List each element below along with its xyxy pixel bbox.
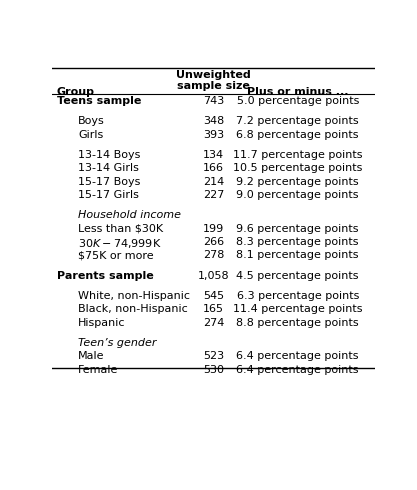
Text: 523: 523 [203,351,224,361]
Text: 274: 274 [203,318,224,328]
Text: Girls: Girls [78,130,103,140]
Text: Teen’s gender: Teen’s gender [78,338,156,348]
Text: Less than $30K: Less than $30K [78,223,163,234]
Text: Unweighted
sample size: Unweighted sample size [176,70,251,91]
Text: 6.8 percentage points: 6.8 percentage points [236,130,359,140]
Text: 166: 166 [203,163,224,173]
Text: 530: 530 [203,365,224,374]
Text: 199: 199 [203,223,224,234]
Text: 5.0 percentage points: 5.0 percentage points [236,96,359,106]
Text: 15-17 Boys: 15-17 Boys [78,177,141,187]
Text: 214: 214 [203,177,224,187]
Text: Female: Female [78,365,118,374]
Text: 393: 393 [203,130,224,140]
Text: 8.1 percentage points: 8.1 percentage points [236,250,359,261]
Text: Group: Group [57,87,95,97]
Text: 11.4 percentage points: 11.4 percentage points [233,304,362,314]
Text: Parents sample: Parents sample [57,270,154,281]
Text: 8.3 percentage points: 8.3 percentage points [236,237,359,247]
Text: Teens sample: Teens sample [57,96,141,106]
Text: $30K-$74,999K: $30K-$74,999K [78,237,161,250]
Text: 6.3 percentage points: 6.3 percentage points [236,291,359,301]
Text: 6.4 percentage points: 6.4 percentage points [236,365,359,374]
Text: 134: 134 [203,150,224,160]
Text: Plus or minus ...: Plus or minus ... [247,87,349,97]
Text: 9.0 percentage points: 9.0 percentage points [236,190,359,200]
Text: 13-14 Girls: 13-14 Girls [78,163,139,173]
Text: 6.4 percentage points: 6.4 percentage points [236,351,359,361]
Text: 227: 227 [203,190,224,200]
Text: 348: 348 [203,116,224,126]
Text: Boys: Boys [78,116,105,126]
Text: 8.8 percentage points: 8.8 percentage points [236,318,359,328]
Text: Male: Male [78,351,105,361]
Text: 11.7 percentage points: 11.7 percentage points [233,150,362,160]
Text: 10.5 percentage points: 10.5 percentage points [233,163,362,173]
Text: 266: 266 [203,237,224,247]
Text: 9.2 percentage points: 9.2 percentage points [236,177,359,187]
Text: 743: 743 [203,96,224,106]
Text: Household income: Household income [78,210,181,221]
Text: 7.2 percentage points: 7.2 percentage points [236,116,359,126]
Text: White, non-Hispanic: White, non-Hispanic [78,291,190,301]
Text: 1,058: 1,058 [198,270,229,281]
Text: 165: 165 [203,304,224,314]
Text: 4.5 percentage points: 4.5 percentage points [236,270,359,281]
Text: Hispanic: Hispanic [78,318,126,328]
Text: 13-14 Boys: 13-14 Boys [78,150,141,160]
Text: $75K or more: $75K or more [78,250,153,261]
Text: Black, non-Hispanic: Black, non-Hispanic [78,304,188,314]
Text: 9.6 percentage points: 9.6 percentage points [236,223,359,234]
Text: 545: 545 [203,291,224,301]
Text: 278: 278 [203,250,224,261]
Text: 15-17 Girls: 15-17 Girls [78,190,139,200]
